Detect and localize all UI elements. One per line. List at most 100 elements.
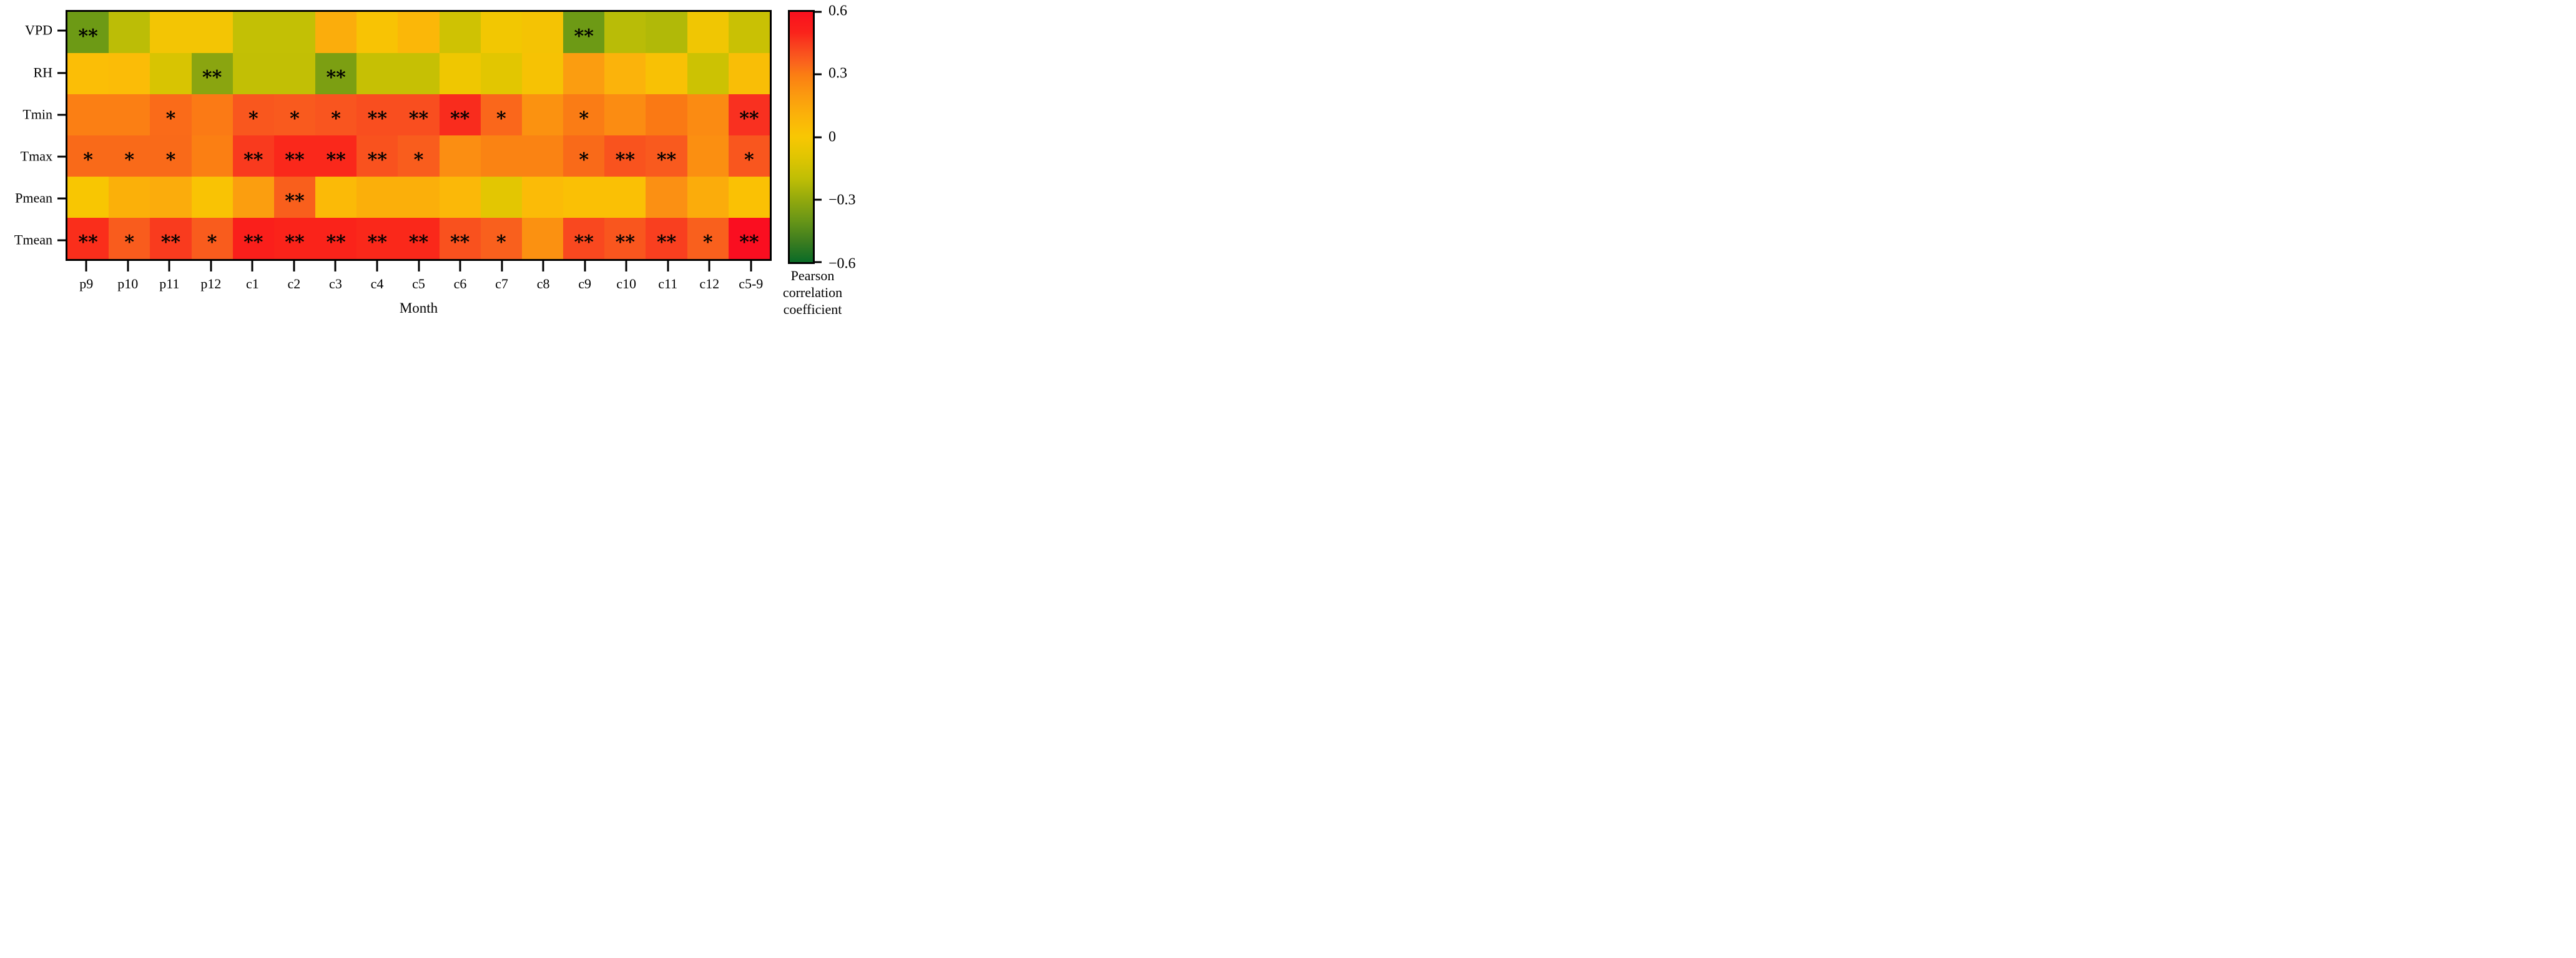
significance-marker: ** [326, 149, 346, 172]
significance-marker: ** [408, 232, 429, 254]
heatmap-cell-Tmin-c9: * [563, 94, 605, 135]
heatmap-cell-RH-c1 [232, 53, 274, 94]
heatmap-cell-RH-p11 [150, 53, 192, 94]
heatmap-cell-Tmin-c6: ** [439, 94, 481, 135]
correlation-heatmap-figure: VPD RH Tmin Tmax Pmean Tmean ** ** ** ** * * * * ** **… [0, 0, 858, 320]
heatmap-cell-RH-c9 [563, 53, 605, 94]
heatmap-cell-Pmean-c4 [356, 177, 398, 218]
significance-marker: ** [450, 108, 470, 130]
heatmap-cell-Tmax-c5: * [398, 135, 440, 177]
heatmap-cell-Tmean-c4: ** [356, 218, 398, 259]
significance-marker: ** [574, 232, 594, 254]
heatmap-cell-RH-c11 [646, 53, 687, 94]
heatmap-cell-Tmean-c5-9: ** [728, 218, 770, 259]
significance-marker: ** [367, 232, 388, 254]
heatmap-cell-Tmean-p9: ** [67, 218, 109, 259]
heatmap-cell-VPD-p9: ** [67, 12, 109, 53]
heatmap-cell-Tmax-p10: * [109, 135, 150, 177]
significance-marker: ** [656, 149, 677, 172]
significance-marker: * [413, 149, 424, 172]
colorbar-gradient [790, 12, 813, 262]
colorbar-caption-line: coefficient [783, 301, 842, 317]
heatmap-cell-RH-c12 [687, 53, 729, 94]
y-axis-label-Pmean: Pmean [15, 189, 52, 205]
significance-marker: ** [243, 149, 263, 172]
heatmap-cell-VPD-p11 [150, 12, 192, 53]
heatmap-cell-Tmax-p12 [191, 135, 233, 177]
heatmap-cell-Tmean-c10: ** [604, 218, 646, 259]
significance-marker: * [165, 108, 176, 130]
significance-marker: ** [739, 108, 759, 130]
significance-marker: * [331, 108, 341, 130]
heatmap-cell-Tmean-c7: * [480, 218, 522, 259]
heatmap-cell-Tmin-p12 [191, 94, 233, 135]
significance-marker: ** [78, 232, 98, 254]
x-axis-label-p10: p10 [117, 276, 139, 291]
heatmap-plot: ** ** ** ** * * * * ** ** ** * * ** * * * ** ** ** ** * * ** ** *… [66, 10, 772, 261]
heatmap-cell-Tmax-c8 [521, 135, 564, 177]
x-axis-label-c3: c3 [329, 276, 342, 291]
heatmap-cell-Tmax-c4: ** [356, 135, 398, 177]
colorbar-tick [813, 261, 822, 263]
y-axis-tick [57, 29, 66, 32]
x-axis-tick [168, 261, 170, 271]
x-axis-label-c6: c6 [453, 276, 467, 291]
heatmap-cell-Tmean-c5: ** [398, 218, 440, 259]
heatmap-cell-RH-c7 [480, 53, 522, 94]
heatmap-cell-Tmax-c11: ** [646, 135, 687, 177]
significance-marker: * [124, 149, 135, 172]
heatmap-cell-VPD-c12 [687, 12, 729, 53]
heatmap-cell-Tmax-c12 [687, 135, 729, 177]
significance-marker: ** [243, 232, 263, 254]
significance-marker: ** [739, 232, 759, 254]
heatmap-cell-VPD-c11 [646, 12, 687, 53]
heatmap-cell-Tmax-c2: ** [273, 135, 316, 177]
y-axis-tick [57, 155, 66, 157]
significance-marker: ** [408, 108, 429, 130]
heatmap-cell-Tmin-p9 [67, 94, 109, 135]
y-axis-tick [57, 239, 66, 241]
heatmap-cell-Tmin-c10 [604, 94, 646, 135]
x-axis-tick [584, 261, 586, 271]
y-axis-label-RH: RH [33, 64, 52, 80]
heatmap-cell-RH-c4 [356, 53, 398, 94]
heatmap-cell-Tmax-c9: * [563, 135, 605, 177]
x-axis-tick [418, 261, 420, 271]
x-axis-label-c2: c2 [287, 276, 301, 291]
significance-marker: * [702, 232, 713, 254]
x-axis-label-p11: p11 [159, 276, 180, 291]
significance-marker: ** [574, 26, 594, 48]
x-axis-tick [376, 261, 378, 271]
colorbar-caption: Pearson correlation coefficient [767, 267, 858, 318]
colorbar [788, 10, 822, 264]
heatmap-cell-Tmax-c5-9: * [728, 135, 770, 177]
colorbar-tick [813, 136, 822, 138]
heatmap-cell-Pmean-c6 [439, 177, 481, 218]
heatmap-cell-Tmean-c1: ** [232, 218, 274, 259]
significance-marker: ** [326, 67, 346, 89]
heatmap-cell-Pmean-c1 [232, 177, 274, 218]
y-axis-tick [57, 72, 66, 74]
heatmap-cell-RH-c10 [604, 53, 646, 94]
heatmap-cell-Pmean-p9 [67, 177, 109, 218]
colorbar-tick-label: −0.6 [828, 255, 856, 272]
heatmap-cell-RH-c5 [398, 53, 440, 94]
y-axis-label-Tmean: Tmean [14, 231, 52, 247]
x-axis-label-c5: c5 [412, 276, 425, 291]
heatmap-cell-VPD-c2 [273, 12, 316, 53]
x-axis-label-c8: c8 [536, 276, 550, 291]
significance-marker: * [579, 108, 589, 130]
heatmap-cell-RH-c8 [521, 53, 564, 94]
heatmap-cell-Pmean-c2: ** [273, 177, 316, 218]
heatmap-cell-Pmean-c10 [604, 177, 646, 218]
heatmap-cell-Tmin-c5: ** [398, 94, 440, 135]
x-axis-label-c9: c9 [578, 276, 591, 291]
x-axis-title: Month [399, 300, 438, 316]
heatmap-cell-Tmean-c2: ** [273, 218, 316, 259]
colorbar-tick [813, 11, 822, 13]
heatmap-cell-VPD-c1 [232, 12, 274, 53]
heatmap-cell-Tmean-c6: ** [439, 218, 481, 259]
heatmap-cell-Tmin-c3: * [315, 94, 357, 135]
x-axis: p9 p10 p11 p12 c1 c2 c3 c4 c5 c6 c7 c8 c9 c10 c11 c12 c5… [66, 261, 772, 320]
heatmap-cell-Tmean-p12: * [191, 218, 233, 259]
